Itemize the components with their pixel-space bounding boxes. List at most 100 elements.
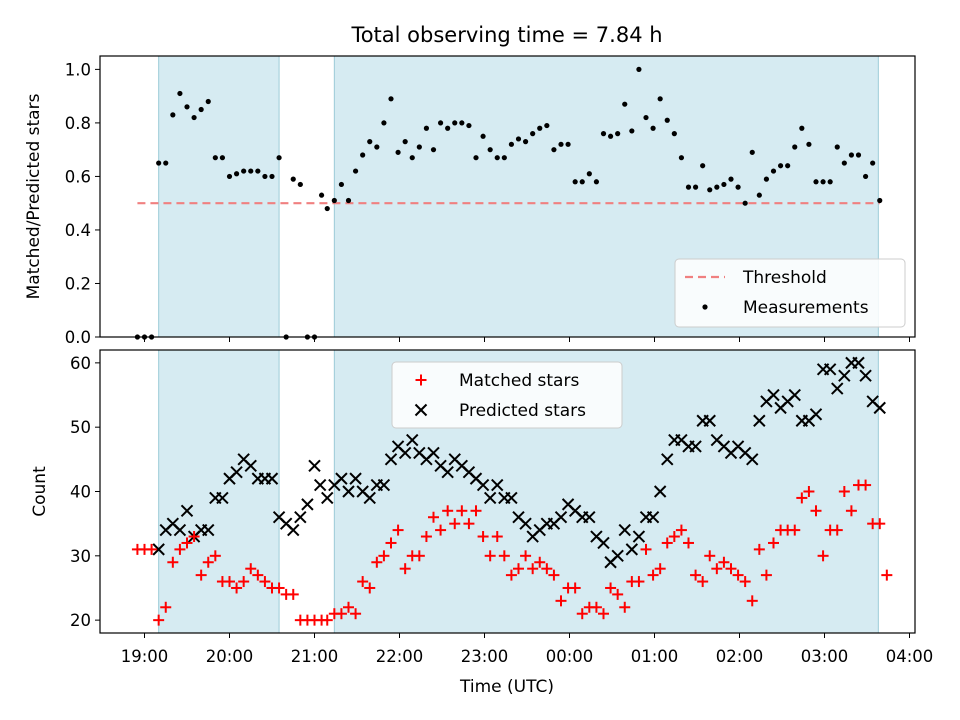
- matched-star-point: [442, 505, 454, 517]
- predicted-star-point: [597, 536, 610, 550]
- y-tick-label: 30: [70, 547, 91, 566]
- measurement-point: [501, 155, 507, 161]
- x-stroke: [272, 511, 286, 524]
- matched-star-point: [378, 550, 390, 562]
- x-stroke: [675, 433, 688, 447]
- x-stroke: [287, 523, 300, 537]
- x-stroke: [342, 485, 355, 498]
- measurement-point: [198, 106, 204, 113]
- predicted-star-point: [363, 491, 376, 505]
- x-stroke: [519, 517, 532, 530]
- predicted-star-point: [519, 517, 532, 530]
- measurement-point: [714, 184, 720, 190]
- measurement-point: [233, 171, 240, 177]
- measurement-point: [191, 114, 197, 121]
- measurement-point: [558, 141, 564, 147]
- matched-star-point: [399, 563, 411, 575]
- measurement-point: [827, 179, 833, 185]
- x-stroke: [434, 459, 447, 472]
- matched-star-point: [732, 569, 744, 581]
- matched-star-point: [697, 576, 709, 588]
- x-stroke: [301, 498, 314, 511]
- y-tick-label: 0.8: [65, 114, 91, 133]
- x-stroke: [859, 369, 872, 382]
- x-stroke: [661, 453, 674, 466]
- x-stroke: [788, 388, 801, 402]
- x-stroke: [237, 453, 250, 466]
- predicted-star-point: [384, 453, 398, 466]
- matched-star-point: [845, 505, 857, 517]
- measurement-point: [374, 144, 380, 150]
- matched-star-point: [605, 582, 617, 594]
- matched-star-point: [590, 601, 602, 613]
- predicted-star-point: [646, 511, 660, 524]
- x-stroke: [294, 511, 307, 524]
- x-stroke: [554, 511, 568, 524]
- matched-star-point: [413, 550, 425, 562]
- measurement-point: [742, 200, 748, 206]
- x-stroke: [349, 472, 362, 485]
- measurement-point: [607, 133, 614, 139]
- x-stroke: [356, 485, 369, 498]
- matched-star-point: [690, 569, 702, 581]
- measurement-point: [262, 173, 268, 180]
- x-stroke: [618, 523, 631, 537]
- measurement-point: [297, 181, 303, 188]
- measurement-point: [522, 139, 529, 145]
- measurement-point: [388, 96, 394, 102]
- x-stroke: [568, 504, 582, 518]
- measurement-point: [678, 155, 685, 161]
- predicted-star-point: [308, 459, 321, 472]
- top-x-ticks: [144, 337, 910, 342]
- matched-star-point: [209, 550, 221, 562]
- x-stroke: [216, 491, 229, 505]
- matched-star-point: [505, 569, 517, 581]
- x-stroke: [427, 446, 440, 460]
- matched-star-point: [188, 531, 200, 543]
- x-stroke: [230, 465, 243, 479]
- measurement-point: [544, 122, 550, 129]
- measurement-point: [331, 197, 337, 204]
- legend-predicted-swatch: [414, 403, 428, 417]
- matched-star-point: [541, 563, 553, 575]
- x-stroke: [746, 453, 759, 466]
- predicted-star-point: [476, 478, 490, 492]
- predicted-star-point: [202, 523, 215, 537]
- x-stroke: [738, 446, 752, 460]
- matched-star-point: [683, 537, 694, 549]
- x-stroke: [313, 478, 327, 492]
- measurement-point: [756, 192, 762, 198]
- x-stroke: [831, 382, 844, 395]
- x-stroke: [413, 446, 426, 460]
- x-axis-label: Time (UTC): [459, 677, 554, 697]
- shaded-interval: [158, 55, 280, 338]
- measurement-point: [792, 144, 798, 150]
- matched-star-point: [484, 550, 496, 562]
- x-stroke: [265, 472, 279, 485]
- measurement-point: [487, 147, 493, 153]
- matched-star-point: [675, 524, 687, 536]
- predicted-star-point: [583, 511, 596, 524]
- x-stroke: [731, 440, 745, 453]
- matched-star-point: [343, 601, 354, 613]
- matched-star-point: [477, 531, 489, 543]
- measurement-point: [834, 144, 840, 150]
- chart-title: Total observing time = 7.84 h: [350, 23, 662, 47]
- measurement-point: [395, 149, 401, 155]
- matched-star-point: [449, 518, 461, 530]
- matched-star-point: [470, 505, 482, 517]
- x-stroke: [152, 543, 165, 556]
- x-stroke: [809, 408, 823, 421]
- bottom-x-ticks: 19:00 20:00 21:00 22:00 23:00 00:00 01:00 02:00…: [121, 633, 933, 666]
- matched-star-point: [640, 543, 652, 555]
- matched-star-point: [668, 531, 680, 543]
- matched-star-point: [746, 595, 758, 607]
- x-tick-label: 19:00: [121, 647, 169, 666]
- x-stroke: [469, 472, 483, 485]
- legend-measurements-label: Measurements: [743, 298, 869, 318]
- measurement-point: [423, 125, 430, 131]
- bottom-y-axis-label: Count: [30, 466, 50, 517]
- x-tick-label: 01:00: [631, 647, 679, 666]
- predicted-star-point: [661, 453, 674, 466]
- x-tick-label: 22:00: [376, 647, 424, 666]
